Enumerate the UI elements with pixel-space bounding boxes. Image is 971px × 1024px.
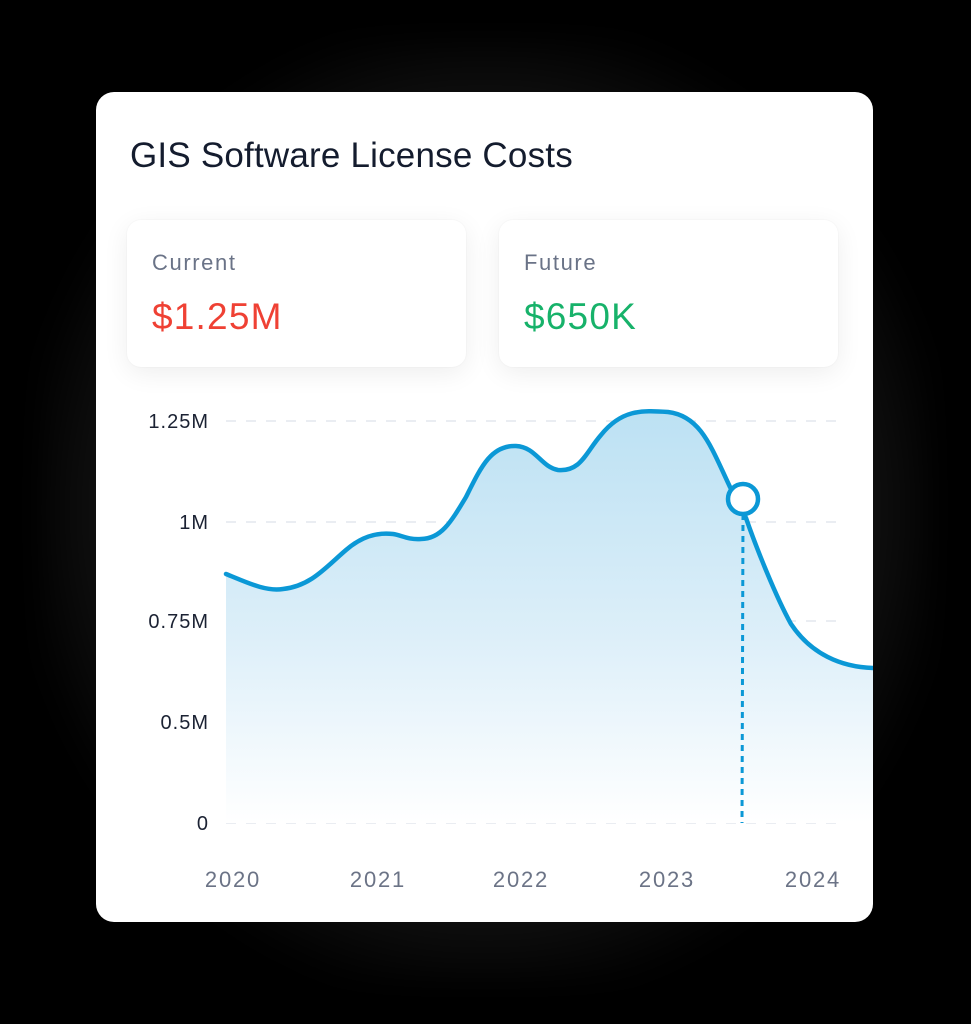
x-tick-label: 2020 — [205, 867, 261, 892]
stat-value-future: $650K — [524, 296, 637, 337]
x-tick-label: 2023 — [639, 867, 695, 892]
x-tick-label: 2022 — [493, 867, 549, 892]
x-tick-label: 2024 — [785, 867, 841, 892]
area-chart: 1.25M 1M 0.75M 0.5M 0 2020 2021 2022 202… — [148, 408, 873, 892]
chart-card: GIS Software License Costs Current $1.25… — [96, 92, 873, 922]
y-tick-label: 0.75M — [148, 611, 209, 633]
data-point-marker[interactable] — [725, 481, 761, 517]
x-tick-label: 2021 — [350, 867, 406, 892]
stat-label-current: Current — [152, 250, 237, 275]
cost-line — [223, 408, 873, 671]
card-title: GIS Software License Costs — [130, 136, 573, 175]
stat-card-future: Future $650K — [499, 220, 838, 367]
y-tick-label: 1M — [179, 512, 209, 534]
stat-card-current: Current $1.25M — [127, 220, 466, 367]
y-tick-label: 0 — [197, 813, 209, 835]
y-axis: 1.25M 1M 0.75M 0.5M 0 — [148, 411, 209, 835]
y-tick-label: 0.5M — [161, 712, 209, 734]
area-fill — [226, 411, 873, 823]
stat-label-future: Future — [524, 250, 598, 275]
x-axis: 2020 2021 2022 2023 2024 — [205, 867, 841, 892]
stat-value-current: $1.25M — [152, 296, 283, 337]
y-tick-label: 1.25M — [148, 411, 209, 433]
marker-drop-line — [740, 513, 745, 824]
